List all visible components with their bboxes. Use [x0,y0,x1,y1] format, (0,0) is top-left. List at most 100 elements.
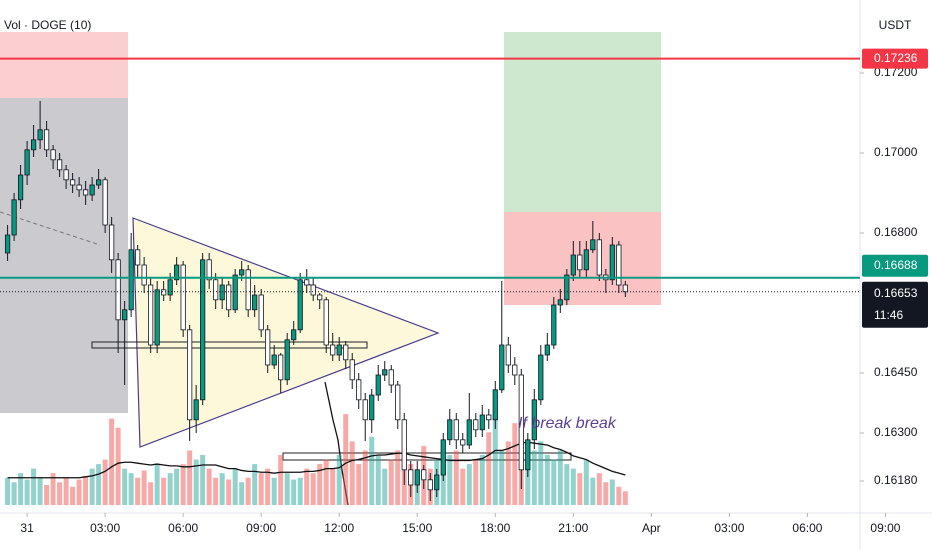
candle-body [148,284,154,346]
volume-bar [388,459,394,505]
x-tick-label: 12:00 [324,521,354,535]
volume-bar [362,450,368,505]
volume-bar [180,464,186,505]
candle-body [414,469,420,486]
y-tick-label: 0.17000 [874,145,918,159]
volume-bar [115,427,121,505]
x-tick-label: 18:00 [480,521,510,535]
volume-bar [239,482,245,505]
volume-bar [330,468,336,505]
volume-bar [11,482,17,505]
candle-body [63,169,69,181]
volume-bar [128,473,134,505]
volume-bar [278,455,284,505]
candle-body [486,414,492,421]
volume-bar [96,464,102,505]
volume-bar [570,468,576,505]
candle-body [343,344,349,361]
target-zone [504,32,661,212]
candle-body [50,149,56,161]
candle-body [382,369,388,376]
candle-body [317,294,323,301]
candle-body [291,329,297,341]
volume-bar [375,455,381,505]
candle-body [174,264,180,281]
candle-body [76,184,82,191]
volume-bar [148,482,154,505]
volume-bar [544,455,550,505]
volume-bar [226,479,232,505]
candle-body [408,469,414,486]
candle-body [518,374,524,471]
candle-body [356,379,362,401]
volume-bar [167,473,173,505]
volume-bar [310,473,316,505]
volume-bar [70,486,76,505]
candle-body [616,244,622,286]
candle-body [570,254,576,276]
currency-label: USDT [879,18,912,32]
candle-body [330,344,336,356]
candle-body [245,269,251,311]
volume-bar [343,414,349,505]
candle-body [135,249,141,266]
volume-bar [395,450,401,505]
plot [4,101,628,505]
candle-body [83,189,89,196]
volume-bar [265,468,271,505]
candle-body [596,239,602,276]
volume-bar [31,468,37,505]
candle-body [239,269,245,276]
price-line-label-box [862,48,928,69]
candle-body [447,419,453,441]
candle-body [557,299,563,306]
countdown-label: 11:46 [874,308,903,322]
volume-bar [258,473,264,505]
volume-bar [505,441,511,505]
candle-body [362,399,368,421]
volume-bar [44,485,50,505]
volume-bar [161,477,167,505]
volume-bar [57,482,63,505]
volume-bar [453,450,459,505]
y-tick-label: 0.16180 [874,473,918,487]
volume-bar [564,464,570,505]
volume-bar [122,468,128,505]
candle-body [297,279,303,331]
candle-body [460,439,466,446]
annotation: If break break [518,415,617,432]
candle-body [109,224,115,261]
candle-body [531,399,537,441]
volume-bar [232,468,238,505]
x-tick-label: 03:00 [90,521,120,535]
volume-bar [135,477,141,505]
candle-body [466,419,472,446]
volume-bar [583,459,589,505]
volume-bar [284,473,290,505]
volume-bar [291,479,297,505]
volume-bar [206,468,212,505]
volume-bar [369,436,375,505]
last-price-label: 0.16653 [874,286,918,300]
candle-body [57,159,63,171]
volume-bar [18,473,24,505]
volume-bar [512,423,518,505]
volume-bar [102,459,108,505]
y-tick-label: 0.17200 [874,65,918,79]
volume-bar [50,473,56,505]
candle-body [284,339,290,381]
x-tick-label: 06:00 [792,521,822,535]
candle-body [44,129,50,151]
candle-body [375,374,381,396]
volume-bar [24,479,30,505]
candle-body [102,179,108,226]
volume-bar [5,477,11,505]
volume-bar [609,479,615,505]
candle-body [30,139,37,151]
price-line-label-box [862,254,928,277]
volume-bar [382,468,388,505]
volume-bar [174,468,180,505]
candle-body [512,364,518,376]
candle-body [17,174,24,201]
